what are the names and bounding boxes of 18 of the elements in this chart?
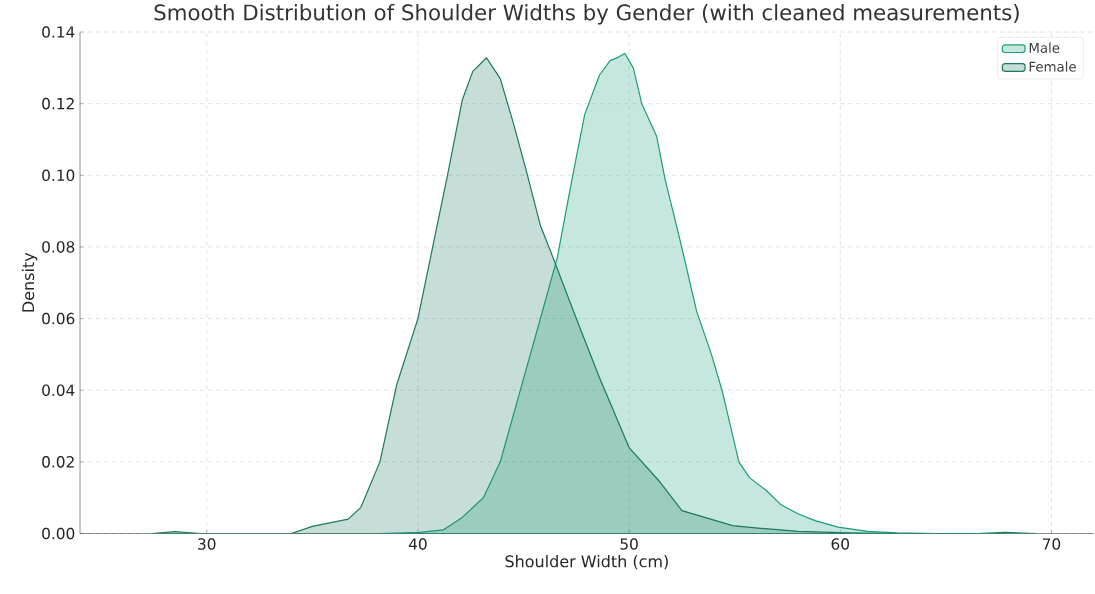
legend-label: Male [1029,42,1060,54]
x-tick-label: 50 [620,538,638,551]
x-tick-label: 30 [198,538,216,551]
chart-title: Smooth Distribution of Shoulder Widths by Gender (with cleaned measurements) [154,4,1019,25]
y-tick-label: 0.06 [42,313,75,325]
y-tick-label: 0.04 [42,384,75,397]
legend-label: Female [1029,61,1076,72]
x-tick-label: 60 [831,538,849,551]
y-tick-label: 0.10 [42,169,75,182]
y-tick-label: 0.00 [42,527,75,540]
x-axis-title: Shoulder Width (cm) [505,555,668,570]
y-tick-label: 0.14 [42,26,75,39]
y-tick-label: 0.02 [42,456,74,468]
x-tick-label: 40 [408,538,427,551]
y-axis-title: Density [21,253,38,312]
y-tick-label: 0.08 [42,241,75,253]
x-tick-label: 70 [1042,538,1061,551]
y-tick-label: 0.12 [42,98,74,110]
